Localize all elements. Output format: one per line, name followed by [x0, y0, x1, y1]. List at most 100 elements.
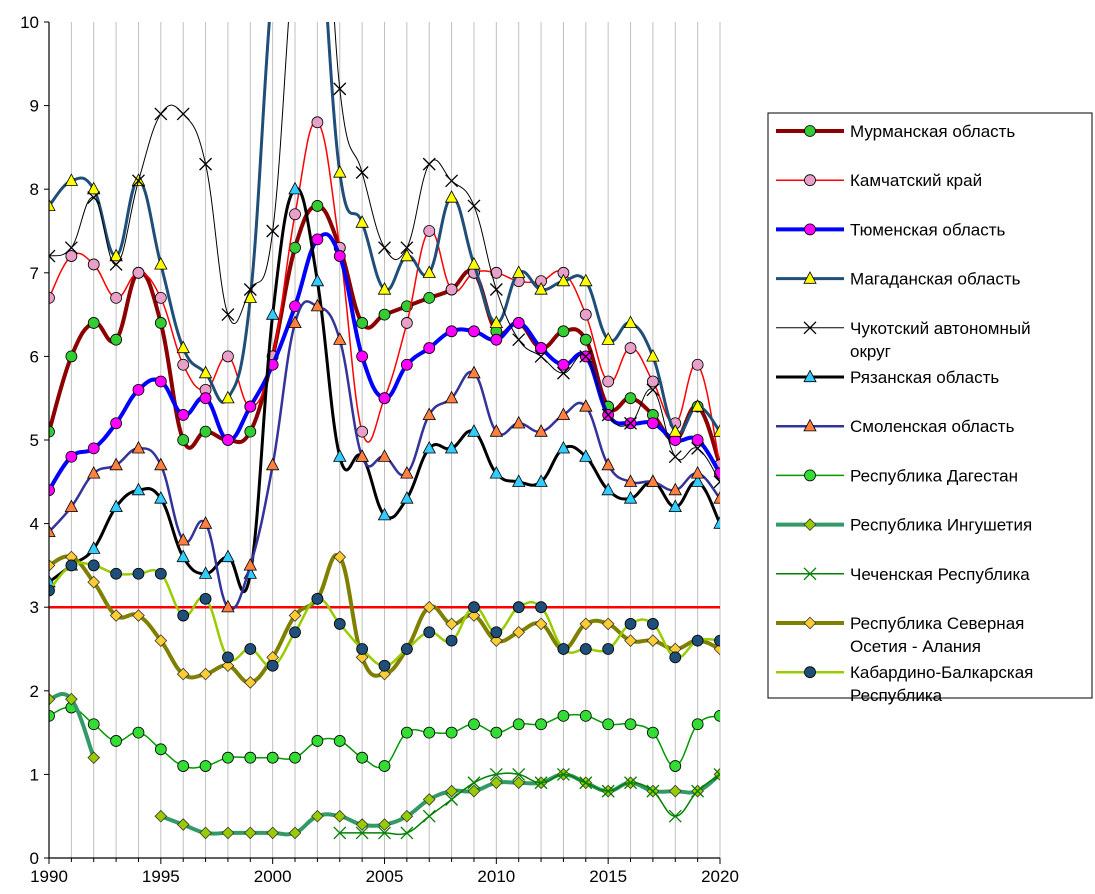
- series-7-point-2000: [265, 457, 280, 471]
- legend-item-12: Кабардино-Балкарская Республика: [776, 663, 1033, 705]
- series-6-point-2002: [310, 273, 325, 287]
- series-7-point-2012: [534, 424, 548, 437]
- series-12-point-2017: [647, 618, 659, 630]
- legend-label-5: Чукотский автономный: [850, 319, 1031, 338]
- series-9-point-2003: [333, 809, 347, 823]
- series-11-point-2015: [601, 617, 615, 631]
- series-5-point-2009: [467, 199, 481, 213]
- legend-item-10: Чеченская Республика: [776, 565, 1030, 584]
- series-7-point-2019: [690, 465, 705, 479]
- series-5-point-2008: [445, 174, 459, 188]
- legend-swatch-marker-11: [803, 616, 817, 630]
- series-11-point-2003: [333, 550, 347, 564]
- series-4-point-1997: [198, 365, 213, 379]
- legend-swatch-marker-9: [803, 518, 817, 531]
- legend-swatch-marker-4: [803, 271, 817, 284]
- legend-item-7: Смоленская область: [776, 417, 1015, 436]
- series-6-point-2013: [556, 440, 571, 454]
- series-5-point-2011: [512, 333, 526, 347]
- series-8-point-2002: [311, 735, 324, 747]
- series-10-point-2007: [422, 809, 436, 823]
- series-10-point-2005: [378, 826, 391, 840]
- series-12-point-2006: [400, 643, 413, 655]
- series-10-point-2008: [445, 793, 459, 806]
- series-5-point-2012: [534, 349, 548, 363]
- legend-swatch-marker-5: [803, 321, 817, 335]
- series-7-point-1998: [221, 599, 235, 613]
- series-2-point-2019: [691, 358, 704, 371]
- series-3-point-1992: [87, 442, 100, 455]
- series-2-point-1995: [154, 291, 167, 304]
- series-7-point-1993: [109, 457, 123, 471]
- series-9-point-1992: [87, 751, 101, 765]
- series-1-point-2007: [423, 291, 436, 304]
- series-3-point-2007: [423, 342, 436, 354]
- series-5-point-1991: [64, 241, 78, 255]
- series-4-point-1992: [87, 181, 101, 195]
- series-9-point-2002: [311, 809, 324, 823]
- series-11-point-2001: [288, 609, 302, 622]
- series-8: [49, 701, 720, 772]
- series-3-point-1996: [177, 409, 190, 421]
- series-9-point-1991: [65, 692, 78, 706]
- series-11-point-1990: [49, 559, 56, 572]
- series-8-point-2019: [691, 718, 704, 731]
- series-12-point-2015: [602, 643, 615, 655]
- series-8-point-2017: [647, 726, 659, 739]
- series-8-point-2015: [602, 718, 615, 731]
- series-4-point-2007: [422, 265, 436, 278]
- series-12-point-2018: [669, 651, 682, 664]
- series-10-point-2014: [579, 776, 593, 790]
- series-9-point-1998: [221, 826, 235, 840]
- series-6-point-2009: [467, 424, 481, 437]
- series-7-point-1991: [64, 499, 79, 513]
- x-tick-label-2020: 2020: [701, 867, 739, 886]
- legend-label-9: Республика Ингушетия: [850, 516, 1032, 535]
- series-3-point-2017: [647, 417, 659, 430]
- series-4-point-1993: [109, 248, 123, 262]
- series-2-point-2004: [356, 425, 369, 438]
- series-10-point-2020: [713, 767, 720, 781]
- y-tick-label-7: 7: [30, 264, 39, 283]
- series-2-point-2001: [289, 208, 301, 221]
- series-9-point-1990: [49, 692, 56, 706]
- series-5-point-1994: [132, 174, 145, 188]
- series-1-point-1992: [87, 317, 100, 329]
- series-5-point-2000: [266, 224, 280, 238]
- series-6-line: [49, 187, 720, 594]
- series-9-point-1995: [154, 809, 168, 823]
- series-4-markers: [49, 165, 720, 437]
- series-7-point-1996: [176, 532, 190, 546]
- series-3-point-2010: [490, 333, 503, 346]
- series-2-markers: [49, 116, 720, 471]
- series-9-point-2020: [713, 768, 720, 781]
- series-12-point-2009: [468, 601, 480, 614]
- series-5-point-2020: [713, 475, 720, 489]
- series-7-point-1994: [131, 440, 146, 454]
- series-11-point-2007: [422, 600, 436, 614]
- series-6-point-1992: [87, 541, 101, 554]
- series-6-point-2001: [288, 181, 302, 195]
- series-9-point-2006: [400, 809, 414, 823]
- series-4-point-1996: [176, 340, 190, 354]
- series-1-point-2014: [579, 333, 592, 346]
- series-9-point-2000: [266, 826, 280, 840]
- series-3-point-1998: [222, 434, 234, 446]
- series-10-point-2018: [668, 809, 682, 823]
- series-7-line: [49, 300, 720, 611]
- series-7-point-2013: [556, 407, 571, 421]
- series-12-point-1995: [154, 567, 167, 580]
- series-6-point-2005: [377, 507, 392, 521]
- series-3-point-2006: [400, 358, 413, 371]
- legend-label-3: Тюменская область: [850, 220, 1006, 239]
- series-8-point-2012: [535, 718, 547, 731]
- series-11-point-1996: [176, 667, 190, 681]
- series-9-point-2010: [489, 776, 503, 790]
- x-tick-label-1995: 1995: [142, 867, 180, 886]
- series-8-point-2006: [400, 726, 413, 739]
- series-3-point-2012: [535, 342, 547, 354]
- series-2-point-1994: [132, 266, 145, 279]
- series-5-point-2017: [646, 383, 660, 397]
- series-6-point-2014: [579, 449, 593, 462]
